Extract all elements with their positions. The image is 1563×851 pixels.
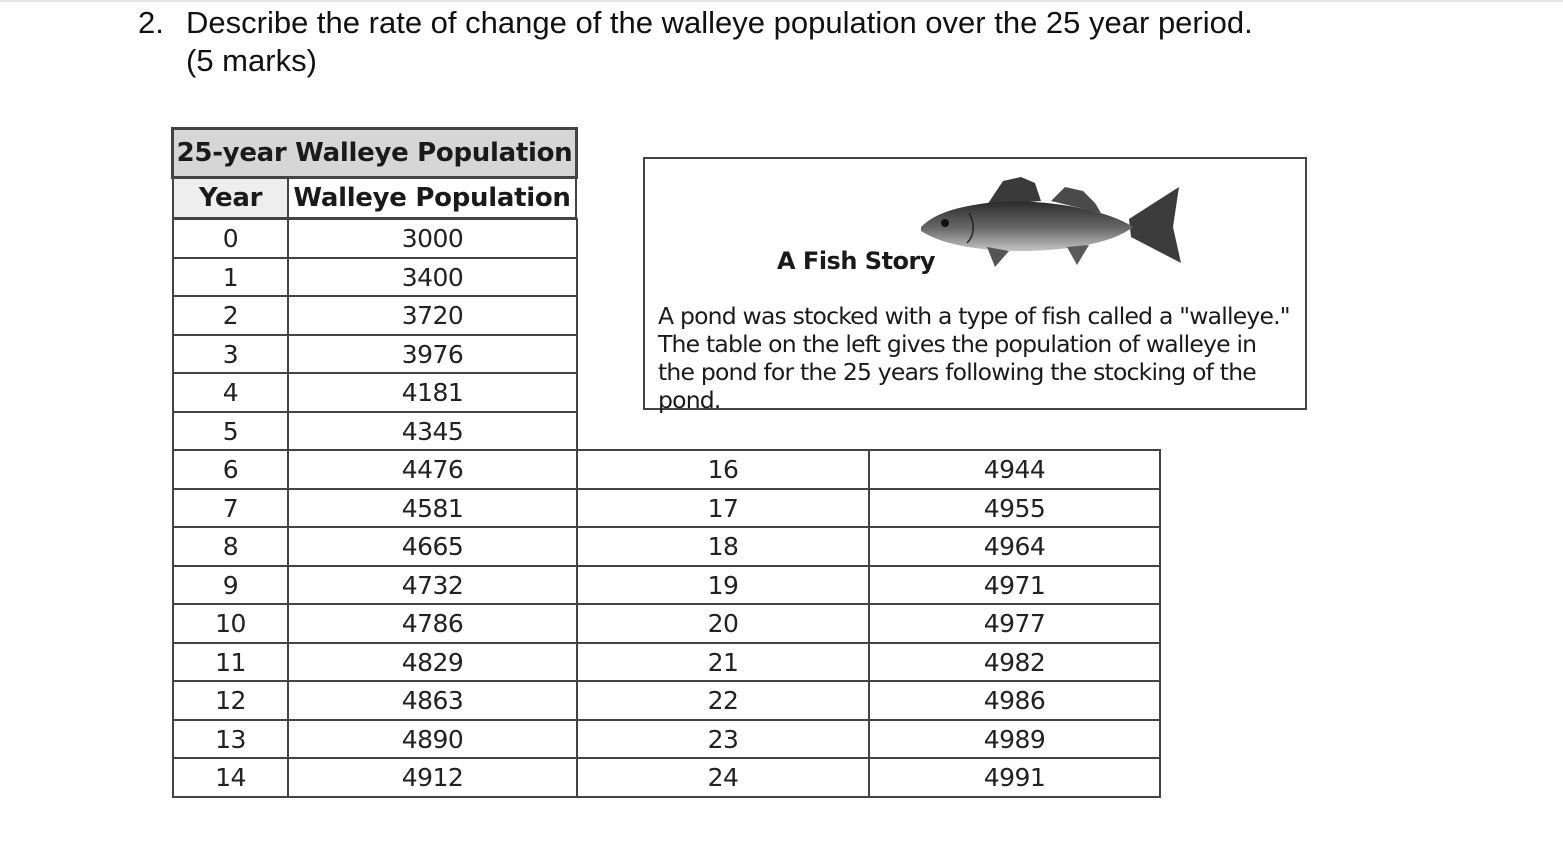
population-cell: 4345 [287, 411, 578, 451]
year-cell: 16 [576, 449, 870, 490]
year-cell: 22 [576, 680, 870, 721]
year-cell: 1 [172, 257, 289, 297]
population-cell: 3976 [287, 334, 578, 374]
year-cell: 5 [172, 411, 289, 451]
year-cell: 21 [576, 642, 870, 682]
year-cell: 3 [172, 334, 289, 374]
population-cell: 4912 [287, 757, 578, 798]
question-block: 2. Describe the rate of change of the wal… [138, 4, 1253, 80]
story-text: A pond was stocked with a type of fish c… [658, 302, 1291, 414]
population-cell: 4971 [868, 565, 1161, 605]
population-cell: 4982 [868, 642, 1161, 682]
population-cell: 4476 [287, 449, 578, 490]
population-cell: 3000 [287, 218, 578, 259]
population-cell: 3400 [287, 257, 578, 297]
population-cell: 4989 [868, 719, 1161, 759]
population-cell: 4944 [868, 449, 1161, 490]
year-cell: 20 [576, 603, 870, 644]
column-header-year: Year [172, 177, 289, 219]
walleye-fish-icon [921, 177, 1181, 267]
year-cell: 14 [172, 757, 289, 798]
year-cell: 9 [172, 565, 289, 605]
year-cell: 11 [172, 642, 289, 682]
year-cell: 10 [172, 603, 289, 644]
year-cell: 17 [576, 488, 870, 528]
column-header-population: Walleye Population [287, 177, 577, 219]
top-divider [0, 0, 1563, 2]
population-cell: 4991 [868, 757, 1161, 798]
table-title: 25-year Walleye Population [171, 127, 578, 179]
population-cell: 4181 [287, 372, 578, 413]
population-cell: 3720 [287, 295, 578, 336]
population-cell: 4955 [868, 488, 1161, 528]
story-title: A Fish Story [777, 247, 936, 275]
year-cell: 24 [576, 757, 870, 798]
population-cell: 4732 [287, 565, 578, 605]
population-cell: 4581 [287, 488, 578, 528]
population-cell: 4986 [868, 680, 1161, 721]
question-text: Describe the rate of change of the walle… [186, 5, 1253, 40]
year-cell: 2 [172, 295, 289, 336]
year-cell: 4 [172, 372, 289, 413]
year-cell: 23 [576, 719, 870, 759]
population-cell: 4863 [287, 680, 578, 721]
question-number: 2. [138, 5, 164, 40]
population-cell: 4964 [868, 526, 1161, 567]
population-cell: 4890 [287, 719, 578, 759]
fish-story-box: A Fish Story A pond was stocked with a t… [643, 157, 1307, 414]
question-marks: (5 marks) [186, 43, 317, 78]
year-cell: 6 [172, 449, 289, 490]
population-cell: 4786 [287, 603, 578, 644]
year-cell: 0 [172, 218, 289, 259]
year-cell: 8 [172, 526, 289, 567]
year-cell: 18 [576, 526, 870, 567]
year-cell: 19 [576, 565, 870, 605]
year-cell: 13 [172, 719, 289, 759]
population-cell: 4665 [287, 526, 578, 567]
population-cell: 4977 [868, 603, 1161, 644]
year-cell: 12 [172, 680, 289, 721]
year-cell: 7 [172, 488, 289, 528]
population-cell: 4829 [287, 642, 578, 682]
